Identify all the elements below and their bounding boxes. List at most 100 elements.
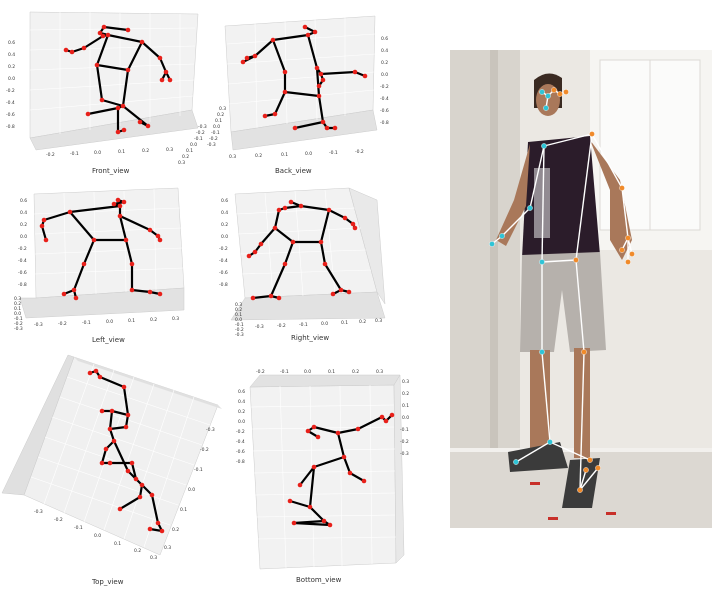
overlay-joint: [543, 105, 549, 111]
svg-text:-0.3: -0.3: [34, 509, 43, 515]
overlay-joint: [589, 131, 595, 137]
svg-text:0.0: 0.0: [94, 533, 101, 539]
svg-text:0.0: 0.0: [94, 150, 101, 156]
joint-marker: [272, 111, 278, 117]
joint-marker: [258, 241, 264, 247]
bone-segment: [308, 465, 316, 509]
joint-marker: [305, 428, 311, 434]
joint-marker: [85, 111, 91, 117]
joint-marker: [252, 53, 258, 59]
back-skeleton: [240, 24, 368, 131]
overlay-bone: [621, 187, 629, 239]
joint-marker: [163, 69, 169, 75]
svg-text:-0.1: -0.1: [74, 525, 83, 531]
joint-marker: [291, 520, 297, 526]
overlay-bone: [579, 469, 587, 491]
joint-marker: [121, 199, 127, 205]
svg-text:-0.2: -0.2: [18, 246, 27, 252]
svg-text:0.1: 0.1: [180, 507, 187, 513]
front-view-axes: 0.6 0.4 0.2 0.0 -0.2 -0.4 -0.6 -0.8 -0.2…: [6, 11, 207, 166]
svg-text:-0.3: -0.3: [198, 124, 207, 130]
svg-text:0.0: 0.0: [305, 151, 312, 157]
bone-segment: [42, 210, 72, 222]
front-axis3-ticks: -0.3 -0.2 -0.1 0.0 0.1 0.2 0.3: [178, 124, 207, 166]
bone-segment: [356, 415, 384, 431]
svg-text:-0.8: -0.8: [6, 124, 15, 130]
bone-segment: [342, 455, 352, 475]
bone-segment: [82, 238, 96, 266]
svg-text:-0.2: -0.2: [196, 130, 205, 136]
bone-segment: [121, 68, 130, 108]
joint-marker: [123, 237, 129, 243]
joint-marker: [361, 478, 367, 484]
joint-marker: [307, 504, 313, 510]
joint-marker: [139, 39, 145, 45]
bone-segment: [118, 214, 152, 232]
joint-marker: [93, 368, 99, 374]
svg-text:-0.1: -0.1: [194, 136, 203, 142]
svg-text:0.2: 0.2: [182, 154, 189, 160]
bone-segment: [273, 208, 281, 230]
left-skeleton: [39, 197, 163, 301]
bone-segment: [317, 94, 325, 124]
svg-text:-0.4: -0.4: [6, 100, 15, 106]
joint-marker: [244, 55, 250, 61]
joint-marker: [99, 97, 105, 103]
svg-text:-0.6: -0.6: [219, 270, 228, 276]
joint-marker: [311, 424, 317, 430]
pose-photo: [450, 50, 712, 528]
joint-marker: [252, 249, 258, 255]
bone-segment: [106, 33, 144, 44]
svg-text:0.2: 0.2: [381, 60, 388, 66]
svg-text:0.2: 0.2: [352, 369, 359, 375]
right-axis3-ticks: -0.3 -0.2 -0.1 0.0 0.1 0.2 0.3: [255, 318, 382, 330]
svg-text:0.1: 0.1: [341, 320, 348, 326]
svg-text:0.3: 0.3: [235, 302, 242, 308]
svg-text:-0.3: -0.3: [34, 322, 43, 328]
joint-marker: [73, 295, 79, 301]
svg-text:0.0: 0.0: [188, 487, 195, 493]
top-skeleton: [87, 368, 165, 534]
right-axis1-ticks: 0.6 0.4 0.2 0.0 -0.2 -0.4 -0.6 -0.8: [219, 198, 228, 288]
svg-text:-0.4: -0.4: [380, 96, 389, 102]
bone-segment: [82, 34, 105, 50]
bottom-axis1-ticks: -0.2 -0.1 0.0 0.1 0.2 0.3: [256, 369, 383, 375]
joint-marker: [159, 528, 165, 534]
bone-segment: [150, 493, 160, 525]
overlay-bone: [541, 145, 545, 263]
overlay-bone: [541, 259, 577, 263]
overlay-bone: [541, 351, 551, 443]
front-view-label: Front_view: [92, 167, 130, 175]
svg-text:0.3: 0.3: [164, 545, 171, 551]
svg-text:-0.1: -0.1: [194, 467, 203, 473]
bone-segment: [271, 33, 310, 42]
svg-text:-0.1: -0.1: [329, 150, 338, 156]
bone-segment: [126, 40, 144, 72]
joint-marker: [350, 221, 356, 227]
svg-text:-0.4: -0.4: [18, 258, 27, 264]
svg-text:-0.3: -0.3: [235, 332, 244, 338]
joint-marker: [246, 253, 252, 259]
svg-text:0.1: 0.1: [114, 541, 121, 547]
overlay-bone: [579, 351, 585, 491]
svg-text:0.1: 0.1: [281, 152, 288, 158]
joint-marker: [61, 291, 67, 297]
svg-text:0.0: 0.0: [190, 142, 197, 148]
bone-segment: [283, 90, 321, 98]
svg-text:-0.2: -0.2: [256, 369, 265, 375]
joint-marker: [107, 426, 113, 432]
bottom-view-label: Bottom_view: [296, 576, 342, 584]
joint-marker: [326, 207, 332, 213]
bone-segment: [68, 204, 122, 214]
overlay-joint: [619, 185, 625, 191]
joint-marker: [67, 209, 73, 215]
joint-marker: [341, 454, 347, 460]
right-axis2-ticks: 0.3 0.2 0.1 0.0 -0.1 -0.2 -0.3: [235, 302, 244, 338]
joint-marker: [137, 494, 143, 500]
joint-marker: [97, 374, 103, 380]
joint-marker: [147, 289, 153, 295]
joint-marker: [117, 213, 123, 219]
right-view-plot: 0.6 0.4 0.2 0.0 -0.2 -0.4 -0.6 -0.8 0.3 …: [205, 180, 405, 345]
bone-segment: [319, 240, 327, 266]
joint-marker: [383, 418, 389, 424]
